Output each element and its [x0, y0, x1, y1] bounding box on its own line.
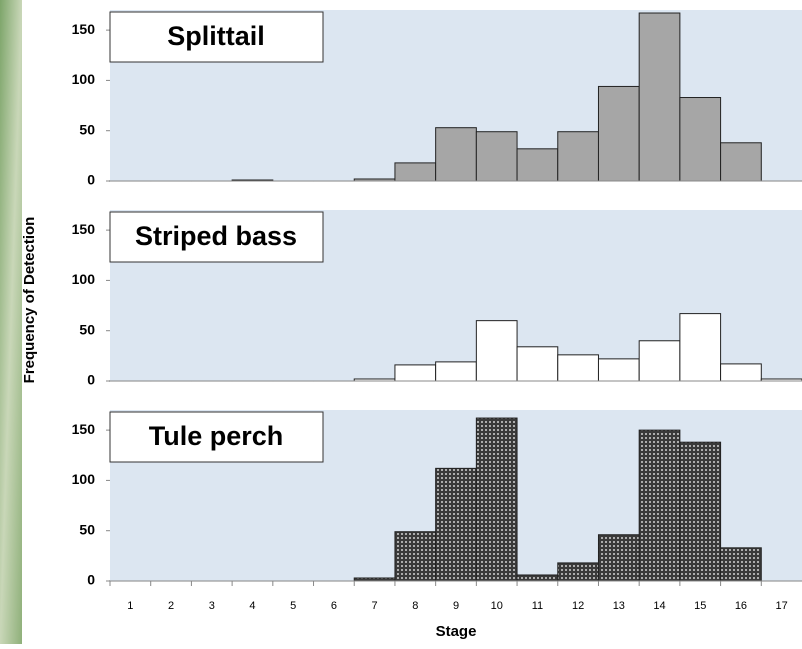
- bar: [680, 98, 721, 181]
- bar: [680, 442, 721, 581]
- bar: [598, 86, 639, 181]
- y-tick-label: 50: [79, 321, 95, 337]
- bar: [436, 362, 477, 381]
- bar: [476, 321, 517, 381]
- bar: [721, 548, 762, 581]
- bar: [395, 532, 436, 581]
- bar: [436, 128, 477, 181]
- x-tick-label: 15: [694, 600, 706, 612]
- bar: [517, 149, 558, 181]
- bar: [680, 314, 721, 381]
- y-tick-label: 0: [87, 372, 95, 388]
- x-tick-label: 16: [735, 600, 747, 612]
- bar: [558, 563, 599, 581]
- bar: [395, 163, 436, 181]
- y-tick-label: 150: [72, 221, 96, 237]
- bar: [517, 575, 558, 581]
- bar: [721, 364, 762, 381]
- y-tick-label: 50: [79, 121, 95, 137]
- x-axis-label: Stage: [436, 623, 477, 640]
- y-tick-label: 100: [72, 471, 96, 487]
- bar: [476, 418, 517, 581]
- chart-title: Striped bass: [135, 221, 297, 251]
- x-tick-label: 3: [209, 600, 215, 612]
- bar: [558, 132, 599, 181]
- bar: [436, 468, 477, 581]
- x-tick-label: 14: [653, 600, 665, 612]
- background-foliage: [0, 0, 22, 644]
- x-tick-label: 10: [491, 600, 503, 612]
- x-tick-label: 8: [412, 600, 418, 612]
- x-tick-label: 12: [572, 600, 584, 612]
- x-tick-label: 1: [127, 600, 133, 612]
- bar: [639, 341, 680, 381]
- x-tick-label: 5: [290, 600, 296, 612]
- x-tick-label: 2: [168, 600, 174, 612]
- y-tick-label: 150: [72, 21, 96, 37]
- y-tick-label: 0: [87, 172, 95, 188]
- x-tick-label: 9: [453, 600, 459, 612]
- y-axis-label: Frequency of Detection: [21, 217, 38, 384]
- x-tick-label: 17: [776, 600, 788, 612]
- bar: [639, 430, 680, 581]
- bar: [476, 132, 517, 181]
- bar: [395, 365, 436, 381]
- bar: [517, 347, 558, 381]
- bar: [598, 535, 639, 581]
- x-tick-label: 13: [613, 600, 625, 612]
- x-tick-label: 4: [249, 600, 255, 612]
- y-tick-label: 0: [87, 572, 95, 588]
- y-tick-label: 150: [72, 421, 96, 437]
- bar: [639, 13, 680, 181]
- bar: [558, 355, 599, 381]
- x-tick-label: 11: [532, 600, 543, 612]
- y-tick-label: 100: [72, 71, 96, 87]
- y-tick-label: 50: [79, 521, 95, 537]
- y-tick-label: 100: [72, 271, 96, 287]
- bar: [721, 143, 762, 181]
- x-tick-label: 6: [331, 600, 337, 612]
- chart-title: Splittail: [167, 21, 265, 51]
- bar: [598, 359, 639, 381]
- x-tick-label: 7: [372, 600, 378, 612]
- chart-title: Tule perch: [149, 421, 284, 451]
